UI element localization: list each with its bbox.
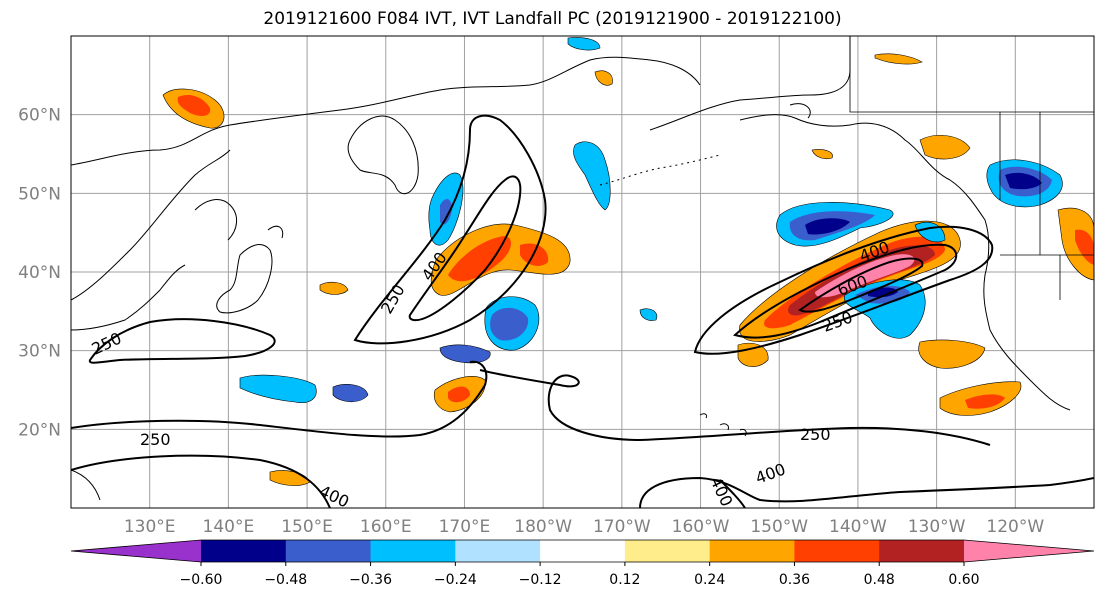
- colorbar-segment: [285, 540, 372, 562]
- contour-label: 250: [140, 430, 171, 449]
- colorbar-extend-max: [964, 540, 1094, 562]
- latitude-label: 20°N: [18, 420, 61, 440]
- map-title: 2019121600 F084 IVT, IVT Landfall PC (20…: [263, 9, 842, 29]
- patch-negative: [567, 37, 601, 51]
- landfall-pc-shading: [162, 37, 1094, 486]
- patch-positive: [874, 53, 923, 65]
- contour-400: [719, 479, 746, 508]
- patch-positive-pink: [815, 254, 915, 298]
- colorbar-tick-label: −0.36: [349, 572, 392, 588]
- plot-frame: [70, 35, 1095, 509]
- contour-250: [693, 225, 994, 355]
- colorbar-extend-min: [71, 540, 201, 562]
- patch-negative: [639, 308, 658, 321]
- patch-positive-core: [965, 394, 1005, 409]
- longitude-label: 160°E: [360, 517, 412, 537]
- colorbar-tick-label: −0.24: [434, 572, 477, 588]
- contour-250: [71, 360, 488, 438]
- longitude-label: 140°W: [829, 517, 887, 537]
- patch-positive: [1057, 207, 1094, 281]
- colorbar-segment: [201, 540, 287, 562]
- political-boundaries: [849, 36, 1094, 300]
- contour-250: [479, 369, 991, 446]
- longitude-label: 150°W: [750, 517, 808, 537]
- longitude-labels: 130°E 140°E 150°E 160°E 170°E 180°W 170°W 160°W…: [124, 517, 1045, 537]
- contour-250: [88, 318, 276, 364]
- patch-negative: [439, 344, 491, 364]
- colorbar-tick-label: −0.12: [519, 572, 562, 588]
- contour-400: [408, 175, 522, 322]
- patch-positive: [811, 149, 833, 160]
- patch-positive: [319, 281, 349, 295]
- colorbar-tick-label: −0.60: [180, 572, 223, 588]
- patch-negative: [239, 374, 317, 403]
- longitude-label: 130°W: [908, 517, 966, 537]
- contour-600: [798, 257, 924, 313]
- latitude-label: 40°N: [18, 263, 61, 283]
- colorbar-tick-label: 0.36: [779, 572, 810, 588]
- patch-positive: [919, 135, 971, 160]
- colorbar-segment: [794, 540, 880, 562]
- colorbar-segment: [455, 540, 541, 562]
- ivt-contours: [71, 114, 1094, 508]
- contour-400: [733, 243, 958, 339]
- longitude-label: 180°W: [514, 517, 572, 537]
- patch-negative-core: [490, 307, 529, 341]
- patch-positive-core: [177, 95, 211, 116]
- longitude-label: 140°E: [203, 517, 255, 537]
- latitude-label: 60°N: [18, 106, 61, 126]
- patch-positive: [594, 70, 613, 86]
- latitude-label: 50°N: [18, 184, 61, 204]
- colorbar-tick-label: 0.60: [948, 572, 979, 588]
- patch-positive-core: [448, 386, 470, 403]
- patch-positive: [918, 339, 986, 369]
- patch-negative-core2: [805, 218, 850, 235]
- patch-positive-core: [448, 236, 512, 282]
- latitude-label: 30°N: [18, 342, 61, 362]
- colorbar-segment: [709, 540, 795, 562]
- longitude-label: 120°W: [986, 517, 1044, 537]
- colorbar: [70, 539, 1095, 563]
- colorbar-tick-label: 0.48: [864, 572, 895, 588]
- colorbar-ticks: −0.60 −0.48 −0.36 −0.24 −0.12 0.12 0.24 0.36 0.4…: [180, 562, 980, 588]
- colorbar-tick-label: −0.48: [264, 572, 307, 588]
- contour-400: [71, 454, 331, 508]
- contour-250: [353, 114, 547, 345]
- longitude-label: 170°E: [439, 517, 491, 537]
- colorbar-tick-label: 0.12: [609, 572, 640, 588]
- patch-negative-core2: [1005, 172, 1042, 190]
- coastlines: [71, 36, 1071, 501]
- colorbar-segment: [879, 540, 965, 562]
- contour-label: 250: [800, 425, 831, 444]
- colorbar-segment: [624, 540, 711, 562]
- patch-positive-core: [1075, 229, 1094, 265]
- patch-negative: [332, 384, 369, 403]
- colorbar-segment: [540, 540, 626, 562]
- contour-400: [639, 476, 1094, 508]
- patch-negative: [573, 141, 611, 211]
- longitude-label: 150°E: [281, 517, 333, 537]
- longitude-label: 170°W: [593, 517, 651, 537]
- colorbar-segment: [370, 540, 456, 562]
- colorbar-tick-label: 0.24: [694, 572, 725, 588]
- longitude-label: 130°E: [124, 517, 176, 537]
- longitude-label: 160°W: [672, 517, 730, 537]
- patch-negative-core: [440, 198, 452, 225]
- latitude-labels: 60°N 50°N 40°N 30°N 20°N: [18, 106, 61, 441]
